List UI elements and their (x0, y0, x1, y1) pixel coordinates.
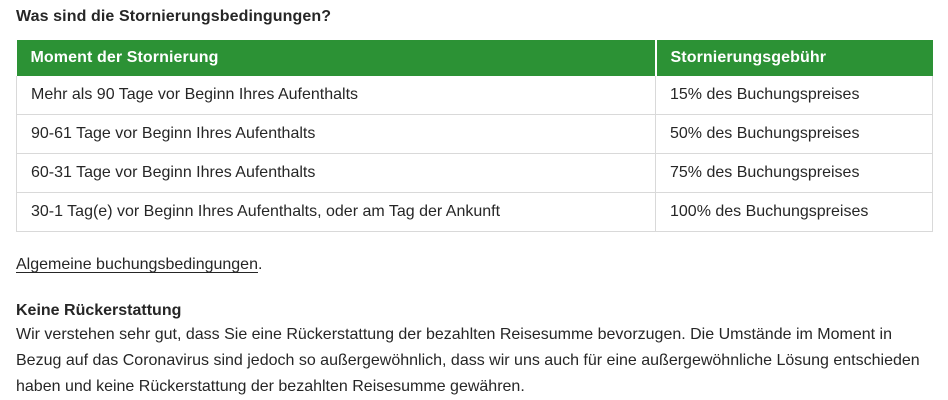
fee-cell: 75% des Buchungspreises (655, 153, 933, 193)
no-refund-heading: Keine Rückerstattung (16, 302, 182, 319)
link-row: Algemeine buchungsbedingungen. (16, 256, 932, 274)
link-suffix-period: . (257, 256, 263, 273)
cancellation-fee-table: Moment der Stornierung Stornierungsgebüh… (16, 40, 933, 232)
table-header-row: Moment der Stornierung Stornierungsgebüh… (16, 40, 933, 76)
fee-cell: 15% des Buchungspreises (655, 76, 933, 115)
table-row: Mehr als 90 Tage vor Beginn Ihres Aufent… (16, 76, 933, 115)
column-header-fee: Stornierungsgebühr (654, 40, 933, 76)
moment-cell: 90-61 Tage vor Beginn Ihres Aufenthalts (16, 114, 656, 154)
general-booking-conditions-link[interactable]: Algemeine buchungsbedingungen. (16, 256, 262, 273)
general-booking-conditions-link-label: Algemeine buchungsbedingungen (16, 256, 258, 273)
table-row: 60-31 Tage vor Beginn Ihres Aufenthalts … (16, 153, 933, 193)
moment-cell: 30-1 Tag(e) vor Beginn Ihres Aufenthalts… (16, 192, 656, 232)
no-refund-paragraph: Wir verstehen sehr gut, dass Sie eine Rü… (16, 326, 920, 395)
page-title: Was sind die Stornierungsbedingungen? (16, 8, 332, 25)
table-row: 30-1 Tag(e) vor Beginn Ihres Aufenthalts… (16, 192, 933, 232)
column-header-moment: Moment der Stornierung (16, 40, 656, 76)
fee-cell: 100% des Buchungspreises (655, 192, 933, 232)
moment-cell: 60-31 Tage vor Beginn Ihres Aufenthalts (16, 153, 656, 193)
fee-cell: 50% des Buchungspreises (655, 114, 933, 154)
moment-cell: Mehr als 90 Tage vor Beginn Ihres Aufent… (16, 76, 656, 115)
table-row: 90-61 Tage vor Beginn Ihres Aufenthalts … (16, 114, 933, 154)
